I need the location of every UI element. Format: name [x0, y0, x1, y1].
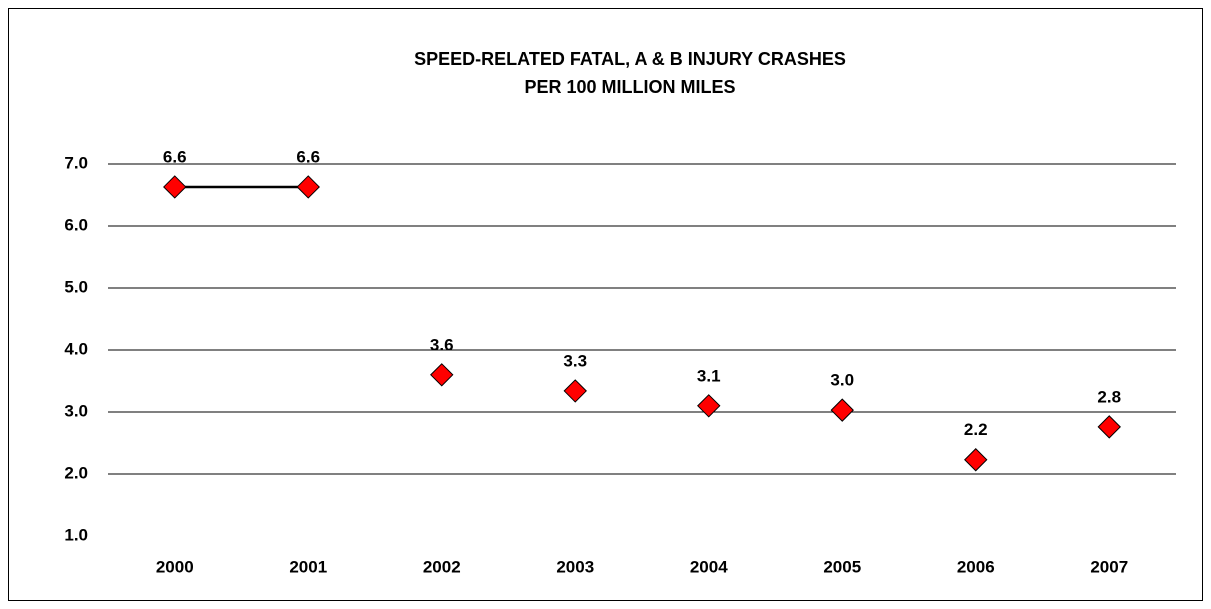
data-label: 3.6 — [430, 335, 454, 354]
marker — [163, 175, 187, 199]
data-label: 6.6 — [296, 147, 320, 166]
x-tick-label: 2001 — [289, 557, 327, 576]
y-tick-label: 7.0 — [64, 153, 88, 172]
marker — [296, 175, 320, 199]
x-tick-label: 2000 — [156, 557, 194, 576]
y-tick-label: 2.0 — [64, 463, 88, 482]
y-tick-label: 3.0 — [64, 401, 88, 420]
x-tick-label: 2006 — [957, 557, 995, 576]
x-tick-label: 2003 — [556, 557, 594, 576]
y-tick-label: 5.0 — [64, 277, 88, 296]
chart-title: SPEED-RELATED FATAL, A & B INJURY CRASHE… — [414, 49, 846, 69]
data-label: 3.3 — [563, 351, 587, 370]
data-label: 2.2 — [964, 420, 988, 439]
y-tick-label: 6.0 — [64, 215, 88, 234]
x-tick-label: 2007 — [1090, 557, 1128, 576]
x-tick-label: 2002 — [423, 557, 461, 576]
marker — [964, 448, 988, 472]
x-tick-label: 2005 — [823, 557, 861, 576]
data-label: 2.8 — [1097, 387, 1121, 406]
y-tick-label: 4.0 — [64, 339, 88, 358]
data-label: 6.6 — [163, 147, 187, 166]
y-tick-label: 1.0 — [64, 525, 88, 544]
data-label: 3.0 — [830, 371, 854, 390]
marker — [830, 398, 854, 422]
marker — [430, 363, 454, 387]
chart-border — [8, 8, 1203, 601]
marker — [563, 379, 587, 403]
marker — [697, 394, 721, 418]
data-label: 3.1 — [697, 366, 721, 385]
marker — [1097, 415, 1121, 439]
chart-title: PER 100 MILLION MILES — [524, 77, 735, 97]
x-tick-label: 2004 — [690, 557, 728, 576]
